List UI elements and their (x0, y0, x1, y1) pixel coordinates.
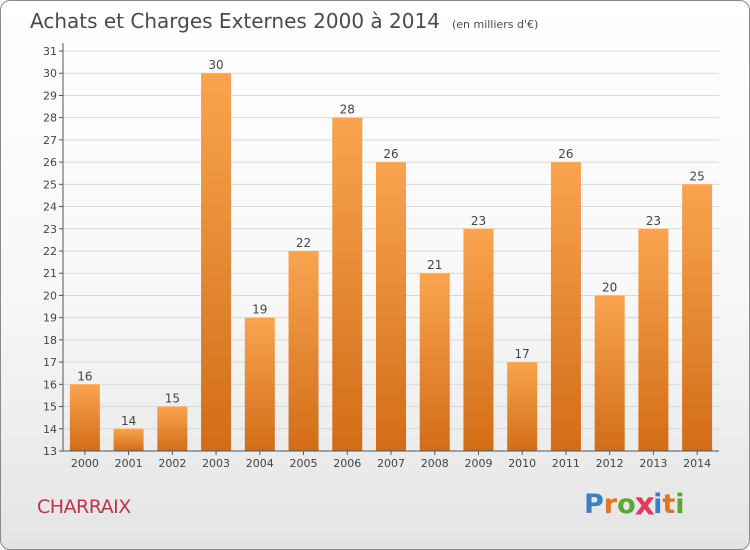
bar-2010 (507, 362, 538, 451)
bar-2008 (419, 273, 450, 451)
data-label: 17 (515, 347, 530, 361)
data-label: 25 (689, 169, 704, 183)
x-tick-label: 2004 (246, 457, 274, 470)
bar-2005 (288, 251, 319, 451)
y-tick-label: 21 (43, 267, 57, 280)
x-tick-label: 2010 (508, 457, 536, 470)
y-tick-label: 28 (43, 112, 57, 125)
y-tick-label: 15 (43, 401, 57, 414)
chart-title: Achats et Charges Externes 2000 à 2014 (e… (30, 9, 538, 33)
data-label: 23 (646, 214, 661, 228)
data-label: 26 (558, 147, 573, 161)
x-tick-label: 2003 (202, 457, 230, 470)
y-tick-label: 19 (43, 312, 57, 325)
x-tick-label: 2009 (464, 457, 492, 470)
data-label: 19 (252, 303, 267, 317)
y-tick-label: 20 (43, 289, 57, 302)
bar-2009 (463, 228, 494, 451)
bar-2011 (550, 162, 581, 451)
y-tick-label: 30 (43, 67, 57, 80)
proxiti-logo: Proxiti (584, 486, 685, 523)
logo-letter: r (603, 489, 618, 520)
data-label: 26 (383, 147, 398, 161)
data-label: 20 (602, 280, 617, 294)
y-tick-label: 24 (43, 201, 57, 214)
y-tick-label: 14 (43, 423, 57, 436)
data-label: 28 (340, 103, 355, 117)
y-tick-label: 17 (43, 356, 57, 369)
unit-label: (en milliers d'€) (451, 18, 539, 31)
data-label: 22 (296, 236, 311, 250)
y-tick-label: 31 (43, 45, 57, 58)
bar-2003 (201, 73, 232, 451)
y-tick-label: 29 (43, 89, 57, 102)
bar-2001 (113, 428, 144, 451)
y-tick-label: 25 (43, 178, 57, 191)
data-label: 16 (77, 369, 92, 383)
x-tick-label: 2000 (71, 457, 99, 470)
y-tick-label: 22 (43, 245, 57, 258)
x-tick-label: 2014 (683, 457, 711, 470)
logo-letter: o (617, 489, 636, 520)
logo-letter: i (653, 489, 663, 520)
bar-2012 (594, 295, 625, 451)
x-tick-label: 2008 (421, 457, 449, 470)
bar-2002 (157, 406, 188, 451)
x-tick-label: 2011 (552, 457, 580, 470)
x-tick-label: 2006 (333, 457, 361, 470)
data-label: 30 (208, 58, 223, 72)
logo-letter: P (584, 489, 604, 520)
logo-letter: x (634, 486, 655, 523)
x-tick-label: 2007 (377, 457, 405, 470)
bar-2006 (332, 117, 363, 452)
bar-2000 (69, 384, 100, 451)
y-tick-label: 18 (43, 334, 57, 347)
logo-letter: i (675, 489, 685, 520)
x-tick-label: 2002 (158, 457, 186, 470)
y-tick-label: 26 (43, 156, 57, 169)
data-label: 14 (121, 414, 136, 428)
y-tick-label: 27 (43, 134, 57, 147)
bar-2013 (638, 228, 669, 451)
title-text: Achats et Charges Externes 2000 à 2014 (30, 9, 440, 33)
y-tick-label: 23 (43, 223, 57, 236)
bar-2007 (376, 162, 406, 451)
data-label: 15 (165, 392, 180, 406)
y-tick-label: 13 (43, 445, 57, 458)
x-tick-label: 2013 (639, 457, 667, 470)
data-label: 23 (471, 214, 486, 228)
x-tick-label: 2012 (596, 457, 624, 470)
bar-2014 (682, 184, 713, 452)
data-label: 21 (427, 258, 442, 272)
x-tick-label: 2005 (290, 457, 318, 470)
logo-letter: t (662, 489, 676, 520)
bar-2004 (244, 317, 275, 451)
y-tick-label: 16 (43, 378, 57, 391)
x-tick-label: 2001 (115, 457, 143, 470)
commune-name: CHARRAIX (37, 496, 131, 518)
